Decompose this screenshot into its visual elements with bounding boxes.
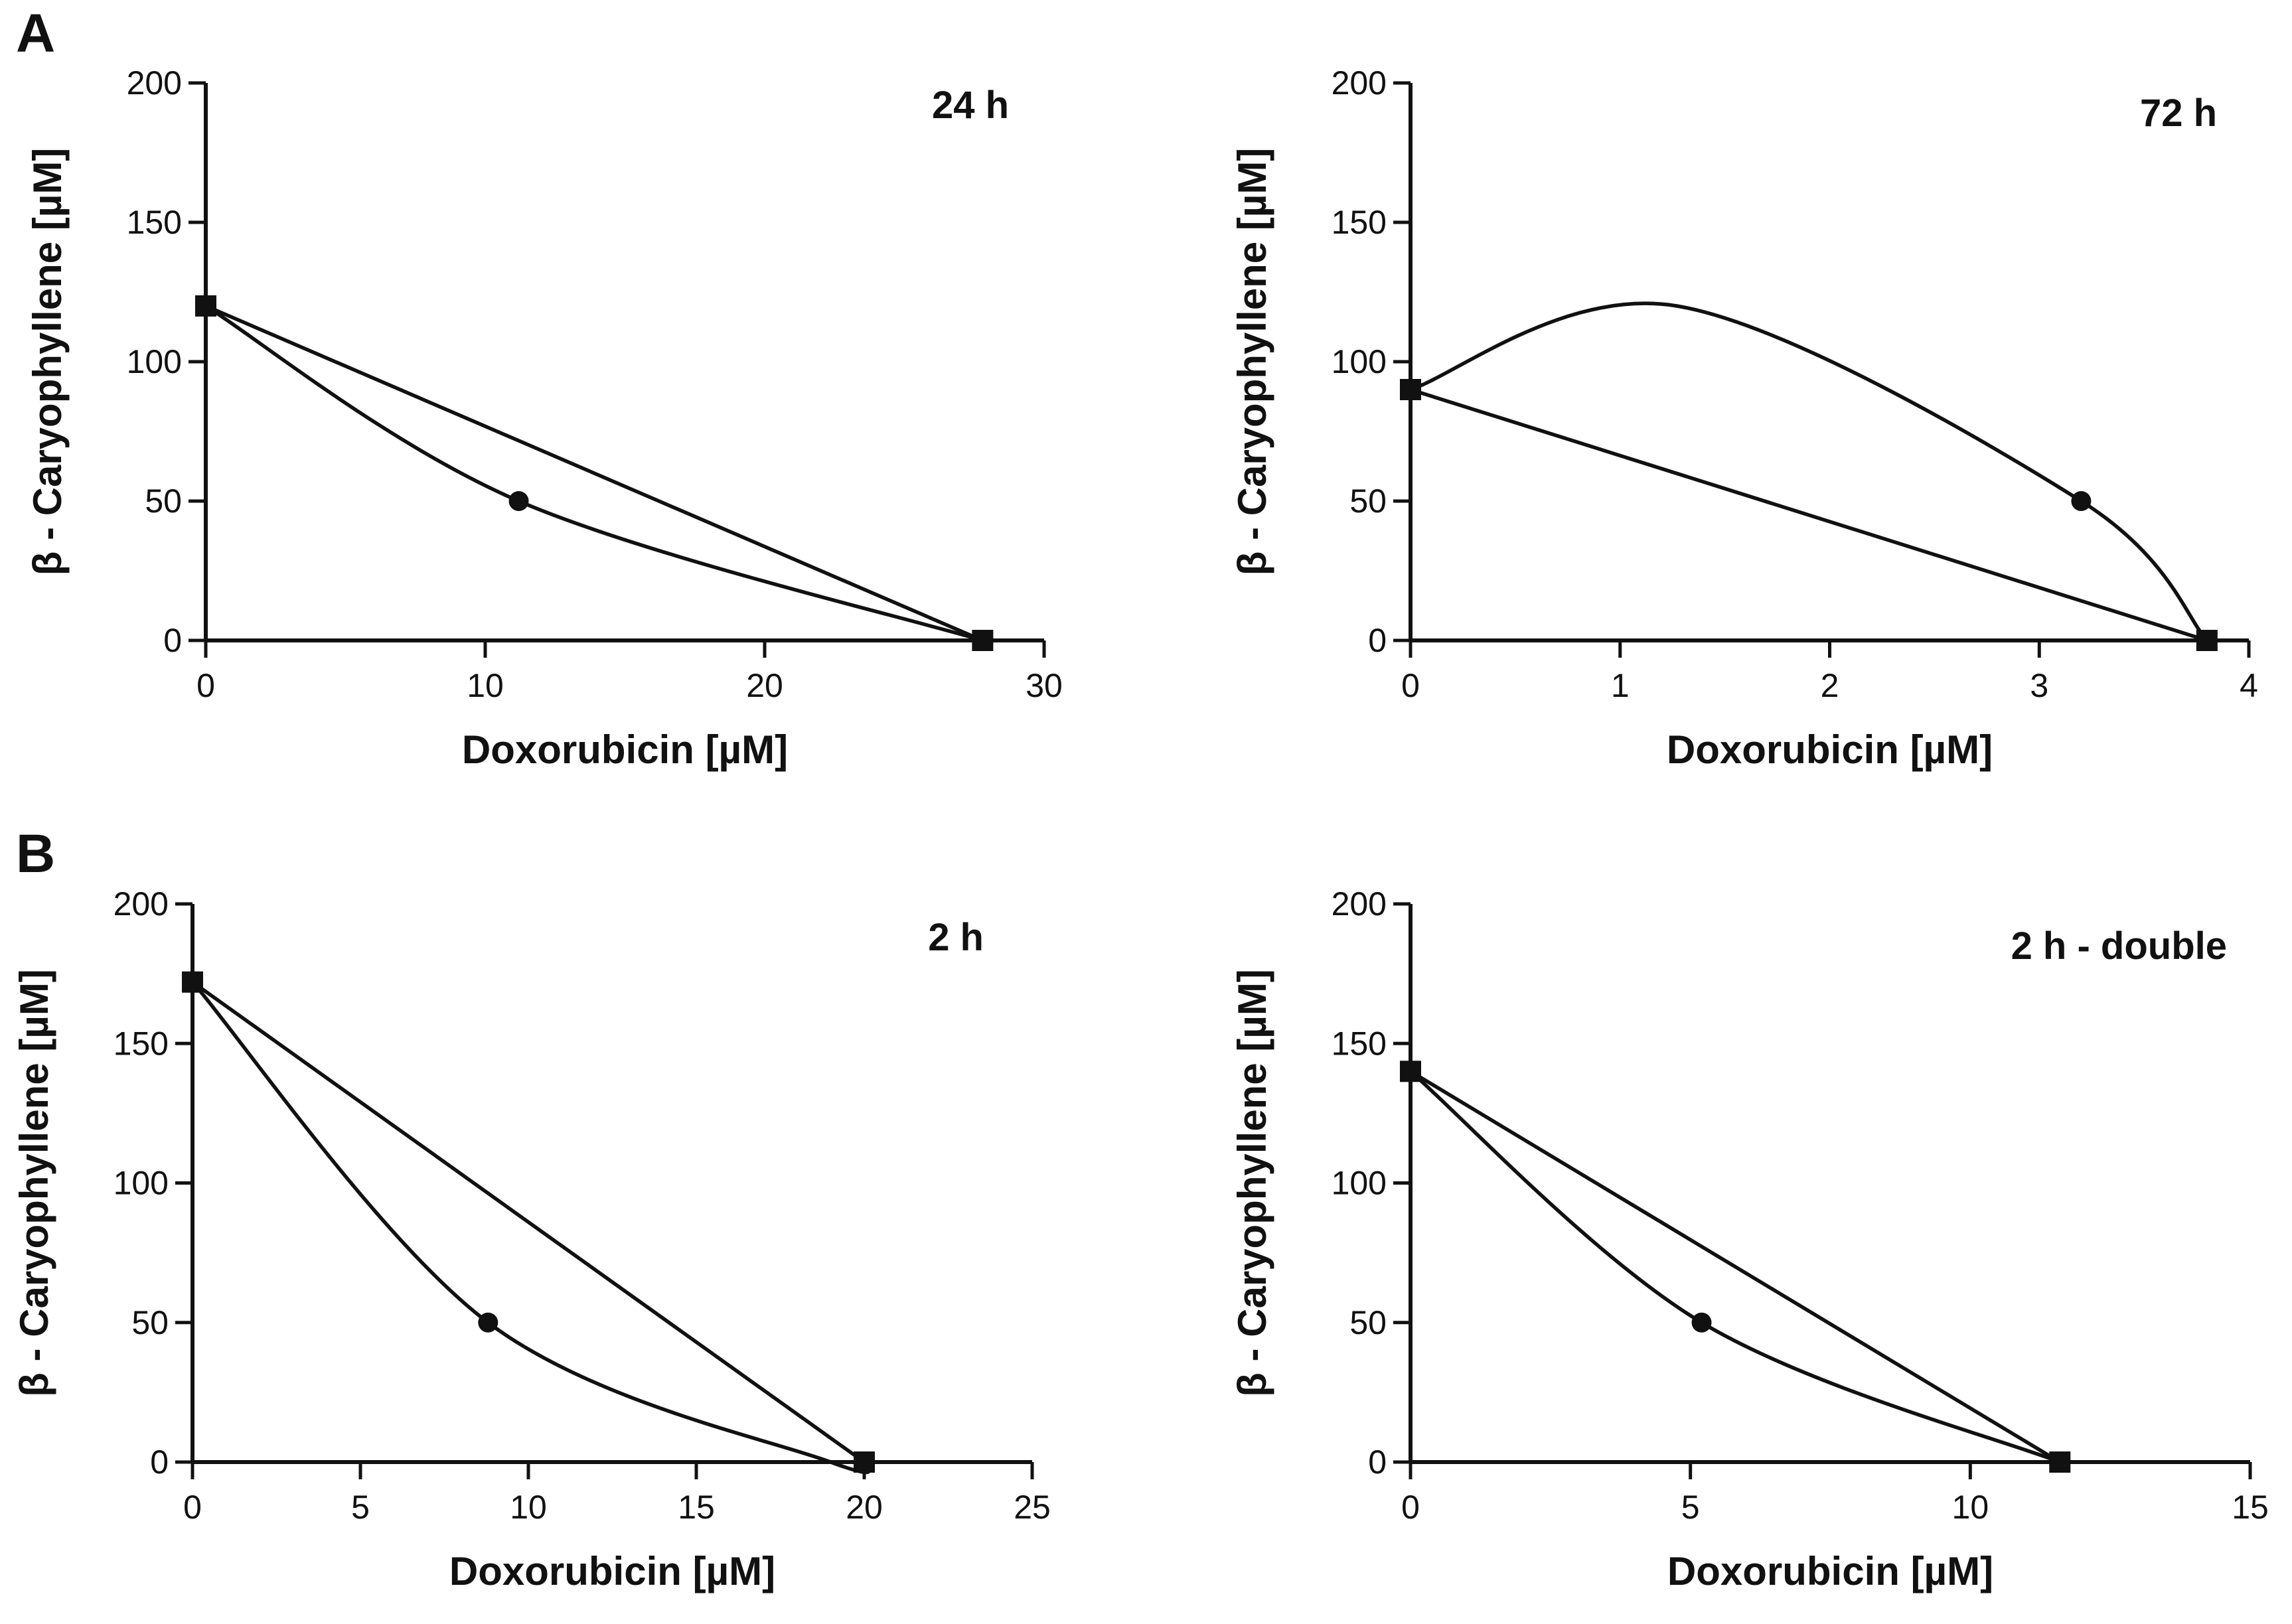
additivity-line — [1409, 1069, 2062, 1464]
x-tick-label: 15 — [2232, 1489, 2269, 1526]
combination-point-marker — [478, 1312, 498, 1333]
isobole-curve — [1409, 301, 2209, 642]
y-axis-title: β - Caryophyllene [µM] — [1230, 148, 1274, 576]
x-tick-label: 1 — [1611, 667, 1630, 704]
y-tick-label: 150 — [1332, 204, 1387, 241]
y-tick-label: 200 — [127, 64, 182, 102]
x-tick-label: 15 — [678, 1489, 715, 1526]
x-tick-label: 3 — [2030, 667, 2048, 704]
chart-title: 24 h — [932, 84, 1009, 127]
combination-point-marker — [2071, 491, 2092, 511]
additivity-line — [1409, 388, 2209, 642]
y-tick-label: 100 — [1332, 343, 1387, 380]
chart-title: 72 h — [2140, 92, 2217, 135]
x-tick-label: 10 — [1952, 1489, 1989, 1526]
chart-2: 0 50 100 150 200 0 1 2 3 4 Doxorubicin [µM] β - Car… — [1230, 64, 2258, 772]
y-tick-label: 200 — [1332, 64, 1387, 102]
y-tick-label: 0 — [1368, 622, 1387, 659]
x-tick-label: 10 — [510, 1489, 547, 1526]
panel-label-a: A — [16, 3, 55, 64]
y-axis-title: β - Caryophyllene [µM] — [1230, 969, 1274, 1397]
x-tick-label: 30 — [1026, 667, 1063, 704]
y-tick-label: 100 — [114, 1165, 169, 1202]
y-tick-label: 0 — [1368, 1443, 1387, 1481]
y-tick-label: 50 — [131, 1304, 169, 1341]
x-tick-label: 5 — [351, 1489, 370, 1526]
y-tick-label: 0 — [150, 1443, 169, 1481]
isobole-curve — [191, 980, 871, 1475]
y-tick-label: 200 — [1332, 885, 1387, 923]
isobole-curve — [204, 304, 985, 642]
x-axis-title: Doxorubicin [µM] — [1667, 1549, 1993, 1593]
x-axis-title: Doxorubicin [µM] — [449, 1549, 775, 1593]
x-axis-title: Doxorubicin [µM] — [462, 727, 788, 772]
x-tick-label: 2 — [1821, 667, 1839, 704]
x-tick-label: 20 — [746, 667, 783, 704]
y-tick-label: 100 — [127, 343, 182, 380]
y-tick-label: 50 — [1349, 482, 1387, 520]
y-tick-label: 100 — [1332, 1165, 1387, 1202]
y-axis-title: β - Caryophyllene [µM] — [12, 969, 56, 1397]
x-tick-label: 25 — [1014, 1489, 1051, 1526]
y-tick-label: 150 — [114, 1025, 169, 1062]
x-tick-label: 4 — [2240, 667, 2258, 704]
y-axis-title: β - Caryophyllene [µM] — [25, 148, 70, 576]
y-tick-label: 200 — [114, 885, 169, 923]
x-tick-label: 0 — [1401, 1489, 1420, 1526]
combination-point-marker — [508, 491, 529, 511]
x-tick-label: 5 — [1681, 1489, 1700, 1526]
additivity-line — [204, 304, 985, 642]
chart-3: 0 50 100 150 200 0 5 10 15 20 25 Doxorubicin [µM] β … — [12, 885, 1051, 1593]
x-tick-label: 0 — [196, 667, 215, 704]
chart-4: 0 50 100 150 200 0 5 10 15 Doxorubicin [µM] β - Ca… — [1230, 885, 2269, 1593]
x-tick-label: 0 — [183, 1489, 202, 1526]
y-tick-label: 150 — [1332, 1025, 1387, 1062]
panel-label-b: B — [16, 824, 55, 884]
chart-title: 2 h - double — [2011, 924, 2227, 968]
chart-title: 2 h — [928, 916, 984, 959]
x-tick-label: 10 — [467, 667, 504, 704]
chart-1: 0 50 100 150 200 0 10 20 30 Doxorubicin [µM] β - C… — [25, 64, 1063, 772]
combination-point-marker — [1691, 1312, 1712, 1333]
x-tick-label: 0 — [1401, 667, 1420, 704]
x-tick-label: 20 — [846, 1489, 883, 1526]
additivity-line — [191, 980, 866, 1464]
x-axis-title: Doxorubicin [µM] — [1667, 727, 1993, 772]
y-tick-label: 50 — [1349, 1304, 1387, 1341]
y-tick-label: 0 — [163, 622, 182, 659]
y-tick-label: 150 — [127, 204, 182, 241]
y-tick-label: 50 — [145, 482, 182, 520]
